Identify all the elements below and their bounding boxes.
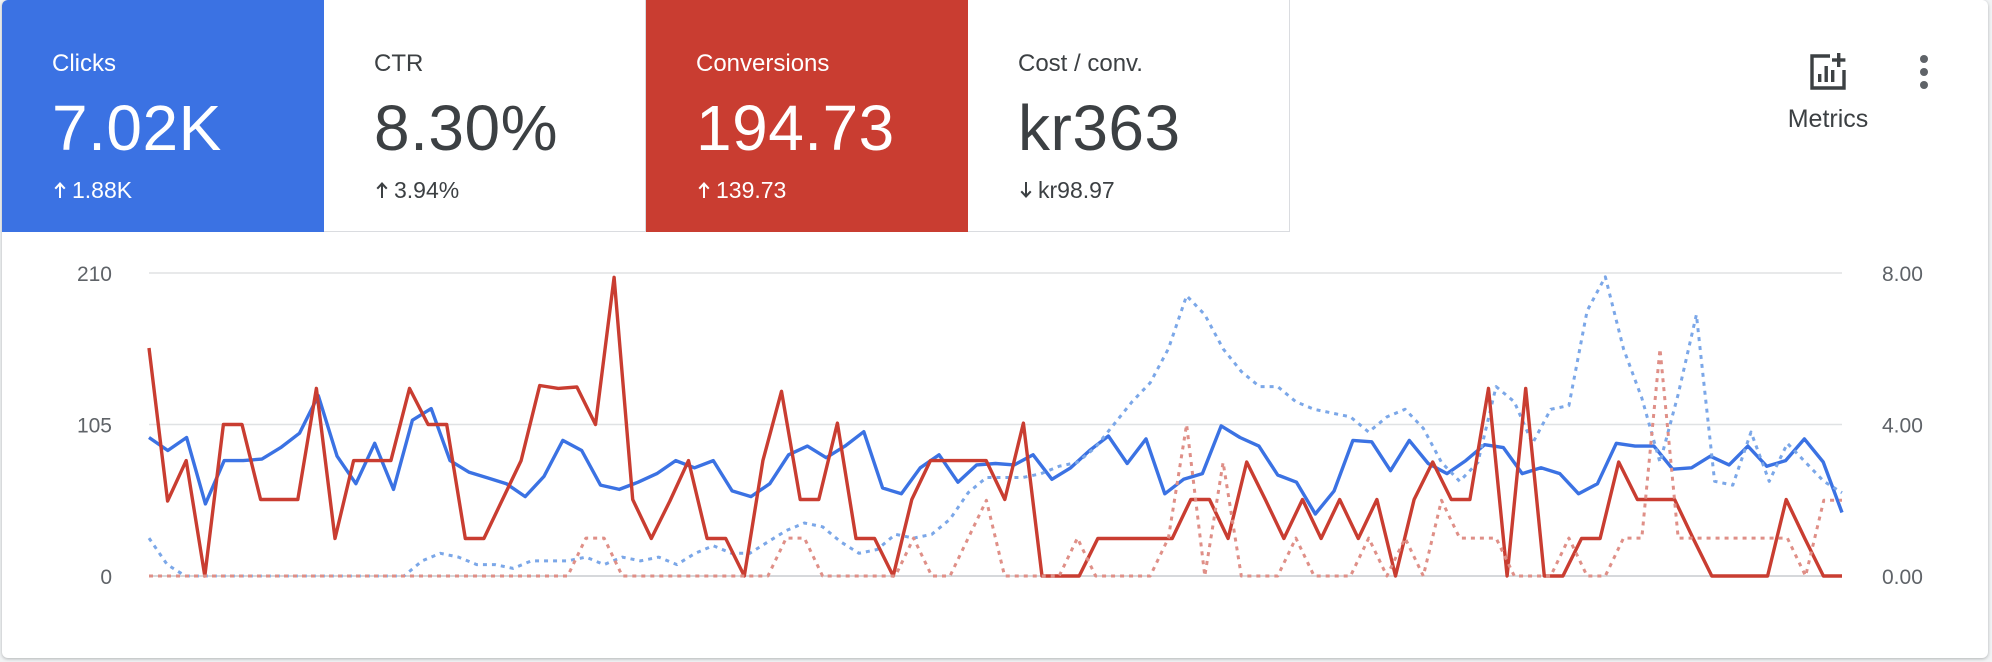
metric-delta-value: 3.94% [394, 177, 460, 203]
metric-tile-cost-per-conversion[interactable]: Cost / conv. kr363 kr98.97 [968, 0, 1290, 232]
right-axis-tick-label: 0.00 [1882, 566, 1923, 589]
metric-label: Clicks [52, 50, 116, 77]
series-line-1 [147, 275, 1843, 578]
series-line-3 [149, 347, 1842, 578]
metric-label: CTR [374, 50, 424, 77]
series-line-0 [148, 393, 1844, 516]
metric-tile-conversions[interactable]: Conversions 194.73 139.73 [646, 0, 968, 232]
arrow-down-icon [1020, 182, 1032, 198]
metric-tile-ctr[interactable]: CTR 8.30% 3.94% [324, 0, 646, 232]
arrow-up-icon [54, 182, 66, 198]
left-axis-tick-label: 105 [77, 415, 112, 438]
metrics-label: Metrics [1787, 105, 1869, 133]
metric-delta-value: 1.88K [72, 177, 133, 203]
metric-value: kr363 [1018, 92, 1181, 164]
arrow-up-icon [698, 182, 710, 198]
left-axis-tick-label: 210 [77, 263, 112, 286]
left-axis-tick-label: 0 [100, 566, 112, 589]
metric-delta: kr98.97 [1018, 176, 1289, 204]
more-vert-icon [1920, 55, 1928, 89]
add-chart-icon [1806, 50, 1850, 94]
right-axis-tick-label: 8.00 [1882, 263, 1923, 286]
metrics-button[interactable]: Metrics [1758, 44, 1898, 144]
more-options-button[interactable] [1906, 50, 1942, 94]
metric-value: 8.30% [374, 92, 558, 164]
metric-value: 194.73 [696, 92, 895, 164]
metric-label: Cost / conv. [1018, 50, 1143, 77]
metric-delta-value: kr98.97 [1038, 177, 1115, 203]
metric-delta: 1.88K [52, 176, 323, 204]
metric-delta: 139.73 [696, 176, 967, 204]
performance-chart: 210 8.00 105 4.00 0 0.00 [77, 263, 1923, 589]
metric-tile-clicks[interactable]: Clicks 7.02K 1.88K [2, 0, 324, 232]
arrow-up-icon [376, 182, 388, 198]
metric-delta-value: 139.73 [716, 177, 787, 203]
metric-delta: 3.94% [374, 176, 645, 204]
metric-value: 7.02K [52, 92, 222, 164]
metric-tiles: Clicks 7.02K 1.88K CTR 8.30% 3.94% Conve… [2, 0, 1290, 232]
metric-label: Conversions [696, 50, 830, 77]
series-line-2 [147, 275, 1842, 578]
right-axis-tick-label: 4.00 [1882, 415, 1923, 438]
